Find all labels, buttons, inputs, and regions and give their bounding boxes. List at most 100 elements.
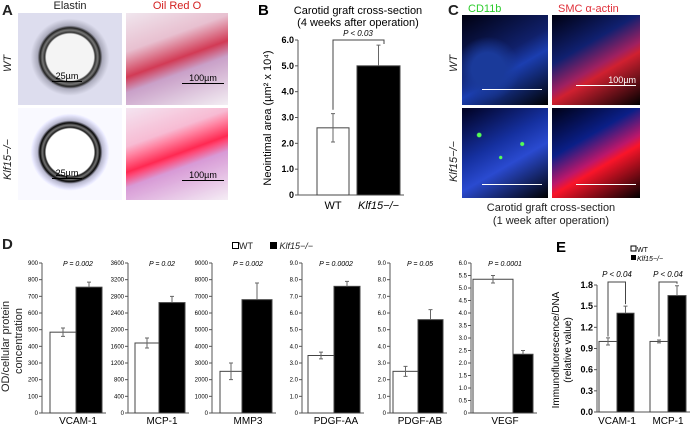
- x-category-label: VCAM-1: [59, 416, 97, 427]
- y-tick-label: 7.0: [290, 294, 299, 300]
- y-tick-label: 6.0: [378, 311, 387, 317]
- panel-e-letter: E: [556, 239, 566, 256]
- p-value: P < 0.04: [602, 270, 632, 279]
- y-tick-label: 5000: [195, 328, 209, 334]
- scale-bar: 25µm: [52, 71, 82, 82]
- y-tick-label: 2.0: [281, 138, 294, 148]
- y-tick-label: 4.5: [459, 299, 468, 305]
- smc-klf15-image: [552, 108, 640, 198]
- y-tick-label: 1.0: [290, 394, 299, 400]
- p-value: P < 0.03: [343, 29, 373, 38]
- bar-klf15: [241, 299, 273, 414]
- x-category-label: MMP3: [234, 416, 263, 427]
- y-tick-label: 5.0: [378, 328, 387, 334]
- y-tick-label: 900: [28, 261, 39, 267]
- y-tick-label: 3000: [195, 361, 209, 367]
- panel-c-letter: C: [448, 2, 459, 19]
- panel-c-caption-line1: Carotid graft cross-section: [486, 202, 616, 214]
- y-tick-label: 5.0: [281, 61, 294, 71]
- oil-red-o-label: Oil Red O: [152, 0, 202, 12]
- significance-bracket: [332, 39, 385, 110]
- y-tick-label: 300: [28, 361, 39, 367]
- y-tick-label: 1200: [111, 361, 125, 367]
- smc-wt-image: 100µm: [552, 15, 640, 105]
- y-tick-label: 7000: [195, 294, 209, 300]
- y-axis-label: Neointimal area (µm² x 10⁴): [262, 50, 274, 185]
- x-category-label: PDGF-AA: [314, 416, 359, 427]
- elastin-wt-image: 25µm: [18, 13, 122, 105]
- cd11b-klf15-image: [462, 108, 548, 198]
- chart-title: Carotid graft cross-section: [294, 5, 422, 17]
- bar-klf15: [356, 65, 401, 196]
- y-tick-label: 9.0: [378, 261, 387, 267]
- y-tick-label: 3.0: [281, 113, 294, 123]
- y-tick-label: 4.0: [378, 344, 387, 350]
- p-value: P = 0.002: [63, 261, 93, 268]
- y-tick-label: 2800: [111, 294, 125, 300]
- error-bar: [145, 337, 149, 349]
- y-tick-label: 1.0: [281, 164, 294, 174]
- oil-red-o-klf15-image: 100µm: [126, 108, 228, 200]
- legend-swatch-wt: [232, 242, 239, 249]
- y-tick-label: 5.0: [459, 286, 468, 292]
- smc-actin-label: SMC α-actin: [558, 3, 619, 15]
- error-bar: [675, 285, 679, 296]
- y-tick-label: 3.0: [459, 336, 468, 342]
- bar-klf15: [75, 286, 103, 414]
- elastin-klf15-image: 25µm: [18, 108, 122, 200]
- error-bar: [61, 327, 65, 337]
- bar-wt: [649, 340, 669, 413]
- error-bar: [403, 365, 408, 377]
- error-bar: [345, 280, 349, 287]
- bar-klf15: [417, 319, 444, 414]
- x-category-label: WT: [324, 200, 341, 212]
- y-tick-label: 3200: [111, 278, 125, 284]
- y-tick-label: 0: [35, 411, 39, 417]
- bar-wt: [307, 355, 335, 414]
- scale-bar: 100µm: [576, 75, 636, 86]
- y-tick-label: 1.5: [459, 374, 468, 380]
- y-tick-label: 3.0: [378, 361, 387, 367]
- error-bar: [606, 337, 610, 346]
- bar-klf15: [333, 285, 361, 414]
- error-bar: [623, 305, 628, 314]
- y-tick-label: 9000: [195, 261, 209, 267]
- legend-wt: WT: [232, 241, 253, 251]
- bar-wt: [472, 278, 514, 414]
- error-bar: [376, 44, 381, 66]
- y-tick-label: 3600: [111, 261, 125, 267]
- cd11b-wt-image: [462, 15, 548, 105]
- significance-bracket: [658, 281, 678, 337]
- y-tick-label: 0: [464, 411, 468, 417]
- y-tick-label: 0.0: [580, 407, 593, 417]
- scale-bar: 100µm: [182, 170, 224, 181]
- y-tick-label: 5.0: [290, 328, 299, 334]
- bar-wt: [598, 340, 618, 413]
- y-tick-label: 1.5: [580, 301, 593, 311]
- x-category-label: Klf15−/−: [358, 200, 400, 212]
- scale-bar: [576, 184, 636, 185]
- error-bar: [428, 309, 433, 320]
- y-tick-label: 4000: [195, 344, 209, 350]
- legend-klf15-label: Klf15−/−: [279, 241, 314, 251]
- error-bar: [331, 113, 335, 143]
- y-tick-label: 400: [114, 394, 125, 400]
- y-tick-label: 0.9: [580, 344, 593, 354]
- x-category-label: MCP-1: [652, 416, 684, 427]
- error-bar: [255, 282, 259, 300]
- legend-wt-label: WT: [637, 247, 649, 254]
- panel-d-letter: D: [2, 236, 13, 253]
- y-tick-label: 1.2: [580, 322, 593, 332]
- scale-bar: 25µm: [52, 168, 82, 179]
- scale-bar: 100µm: [182, 73, 224, 84]
- error-bar: [491, 275, 495, 284]
- y-tick-label: 3.5: [459, 324, 468, 330]
- y-tick-label: 1000: [195, 394, 209, 400]
- bar-wt: [134, 342, 160, 414]
- legend-swatch-klf15: [270, 242, 277, 249]
- bar-klf15: [616, 312, 635, 413]
- y-tick-label: 0.6: [580, 365, 593, 375]
- y-tick-label: 2000: [111, 328, 125, 334]
- oil-red-o-wt-image: 100µm: [126, 13, 228, 105]
